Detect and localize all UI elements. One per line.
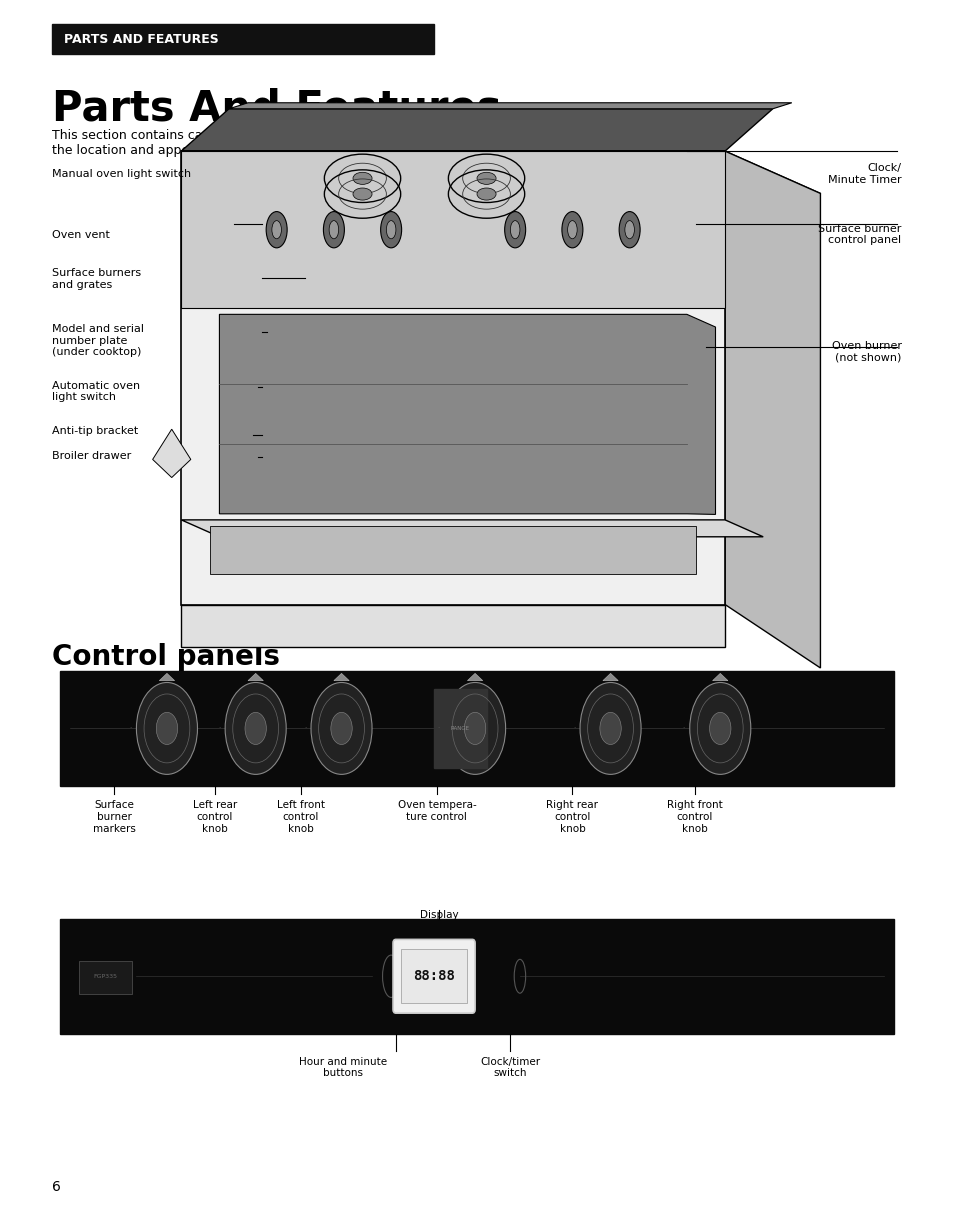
Polygon shape [602, 673, 618, 681]
Text: This section contains captioned illustrations of your range. Use them to become : This section contains captioned illustra… [52, 129, 637, 157]
Polygon shape [712, 673, 727, 681]
Polygon shape [181, 151, 724, 308]
Text: Automatic oven
light switch: Automatic oven light switch [52, 381, 140, 403]
Ellipse shape [136, 683, 197, 775]
Ellipse shape [599, 712, 620, 745]
Polygon shape [724, 151, 820, 667]
Ellipse shape [329, 220, 338, 238]
Ellipse shape [579, 683, 640, 775]
Text: RANGE: RANGE [450, 725, 469, 731]
Ellipse shape [156, 712, 177, 745]
Text: Surface
burner
markers: Surface burner markers [93, 800, 135, 833]
Polygon shape [248, 673, 263, 681]
Text: Oven tempera-
ture control: Oven tempera- ture control [397, 800, 476, 822]
Text: Surface burner
control panel: Surface burner control panel [818, 224, 901, 245]
Polygon shape [181, 151, 724, 604]
Ellipse shape [353, 187, 372, 199]
Ellipse shape [245, 712, 266, 745]
Polygon shape [219, 314, 715, 515]
Ellipse shape [464, 712, 485, 745]
Ellipse shape [624, 220, 634, 238]
Text: PARTS AND FEATURES: PARTS AND FEATURES [64, 33, 218, 46]
Ellipse shape [709, 712, 730, 745]
Text: Display: Display [419, 910, 457, 920]
Text: ·: · [304, 725, 306, 731]
Text: Model and serial
number plate
(under cooktop): Model and serial number plate (under coo… [52, 324, 144, 357]
Text: Left front
control
knob: Left front control knob [276, 800, 324, 833]
Text: Left rear
control
knob: Left rear control knob [193, 800, 236, 833]
Text: Oven burner
(not shown): Oven burner (not shown) [831, 341, 901, 363]
Bar [60, 919, 893, 1034]
Text: ·: · [573, 725, 575, 731]
Text: Broiler drawer: Broiler drawer [52, 451, 132, 461]
Text: Clock/
Minute Timer: Clock/ Minute Timer [827, 163, 901, 185]
Ellipse shape [266, 212, 287, 248]
Ellipse shape [510, 220, 519, 238]
Text: FGP335: FGP335 [92, 973, 117, 979]
Ellipse shape [444, 683, 505, 775]
Ellipse shape [476, 187, 496, 199]
Polygon shape [152, 429, 191, 478]
Ellipse shape [331, 712, 352, 745]
Text: Manual oven light switch: Manual oven light switch [52, 169, 192, 179]
Polygon shape [467, 673, 482, 681]
Ellipse shape [311, 683, 372, 775]
Text: 6: 6 [52, 1180, 61, 1194]
Ellipse shape [567, 220, 577, 238]
Text: 88:88: 88:88 [413, 970, 455, 983]
Polygon shape [181, 109, 772, 151]
Text: Control panels: Control panels [52, 643, 280, 671]
Polygon shape [210, 526, 696, 574]
Polygon shape [181, 151, 820, 193]
Bar [434, 689, 486, 768]
FancyBboxPatch shape [393, 939, 475, 1013]
Text: ·: · [218, 725, 220, 731]
Bar [52, 24, 434, 54]
Ellipse shape [323, 212, 344, 248]
Text: ·: · [682, 725, 684, 731]
Ellipse shape [504, 212, 525, 248]
Text: Clock/timer
switch: Clock/timer switch [479, 1057, 540, 1078]
Ellipse shape [476, 172, 496, 184]
Ellipse shape [561, 212, 582, 248]
Bar [400, 949, 467, 1003]
Text: Right rear
control
knob: Right rear control knob [546, 800, 598, 833]
Polygon shape [181, 520, 762, 537]
Text: ·: · [130, 725, 132, 731]
Polygon shape [334, 673, 349, 681]
Text: Parts And Features: Parts And Features [52, 87, 501, 129]
Text: ·: · [437, 725, 439, 731]
Bar [60, 671, 893, 786]
Polygon shape [159, 673, 174, 681]
Text: Surface burners
and grates: Surface burners and grates [52, 268, 141, 290]
Text: Hour and minute
buttons: Hour and minute buttons [299, 1057, 387, 1078]
Text: Oven vent: Oven vent [52, 230, 111, 239]
Ellipse shape [618, 212, 639, 248]
Polygon shape [229, 103, 791, 109]
Ellipse shape [353, 172, 372, 184]
Ellipse shape [689, 683, 750, 775]
Ellipse shape [272, 220, 281, 238]
Ellipse shape [225, 683, 286, 775]
Text: Right front
control
knob: Right front control knob [666, 800, 721, 833]
Ellipse shape [380, 212, 401, 248]
Polygon shape [181, 604, 724, 647]
Bar [79, 960, 132, 994]
Ellipse shape [386, 220, 395, 238]
Text: Anti-tip bracket: Anti-tip bracket [52, 426, 138, 435]
